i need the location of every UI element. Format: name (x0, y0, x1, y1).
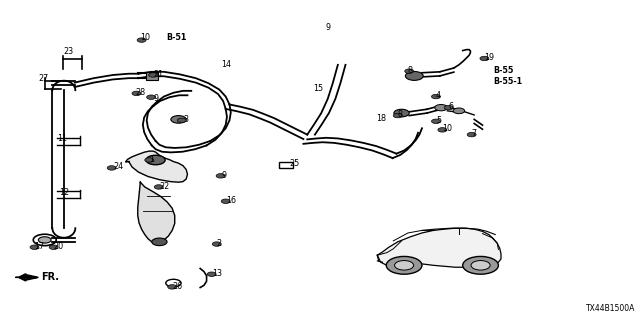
Circle shape (438, 128, 447, 132)
Text: 10: 10 (140, 33, 150, 42)
Polygon shape (125, 151, 188, 182)
Circle shape (146, 155, 165, 165)
Circle shape (467, 132, 476, 137)
Circle shape (107, 166, 116, 170)
Circle shape (207, 272, 216, 276)
Text: 9: 9 (325, 23, 330, 32)
Text: 1: 1 (149, 155, 154, 164)
Circle shape (168, 285, 177, 289)
Circle shape (404, 69, 413, 73)
Circle shape (394, 113, 402, 118)
Circle shape (38, 237, 51, 243)
Text: 27: 27 (38, 74, 49, 83)
Text: 28: 28 (135, 88, 145, 97)
Circle shape (212, 242, 221, 246)
Circle shape (435, 105, 447, 111)
Text: 9: 9 (153, 94, 158, 103)
Circle shape (177, 118, 186, 123)
Circle shape (132, 91, 141, 96)
Circle shape (431, 119, 440, 124)
Polygon shape (15, 275, 38, 280)
Text: 3: 3 (183, 115, 188, 124)
Circle shape (394, 109, 409, 117)
Text: 19: 19 (484, 53, 495, 62)
Text: 26: 26 (172, 282, 182, 291)
Text: 18: 18 (376, 114, 386, 123)
Polygon shape (138, 182, 175, 243)
Text: 22: 22 (159, 181, 170, 190)
Circle shape (221, 199, 230, 204)
Text: 23: 23 (64, 47, 74, 56)
Circle shape (148, 73, 157, 77)
Circle shape (171, 116, 186, 123)
Text: 21: 21 (153, 70, 163, 79)
Circle shape (431, 94, 440, 99)
Bar (146, 72, 157, 80)
Text: 2: 2 (217, 239, 222, 248)
Text: 12: 12 (59, 188, 69, 197)
Circle shape (145, 158, 154, 162)
Circle shape (471, 260, 490, 270)
Circle shape (137, 38, 146, 42)
Circle shape (463, 256, 499, 274)
Circle shape (444, 105, 453, 110)
Text: 8: 8 (397, 110, 403, 119)
Circle shape (405, 71, 423, 80)
Text: 11: 11 (58, 134, 67, 143)
Text: TX44B1500A: TX44B1500A (586, 304, 636, 313)
Bar (278, 162, 292, 168)
Circle shape (480, 56, 489, 61)
Text: 6: 6 (449, 102, 454, 111)
Text: B-55-1: B-55-1 (493, 77, 522, 86)
Text: 4: 4 (436, 92, 441, 100)
Circle shape (49, 245, 58, 250)
Text: 16: 16 (227, 196, 236, 205)
Text: 20: 20 (54, 242, 64, 251)
Circle shape (152, 238, 167, 246)
Text: 5: 5 (436, 116, 441, 125)
Circle shape (30, 245, 39, 250)
Circle shape (394, 260, 413, 270)
Circle shape (216, 174, 225, 178)
Text: FR.: FR. (41, 272, 59, 282)
Circle shape (387, 256, 422, 274)
Text: 9: 9 (221, 171, 227, 180)
Text: 25: 25 (289, 159, 300, 168)
Text: 14: 14 (221, 60, 231, 69)
Text: B-51: B-51 (166, 33, 186, 42)
Polygon shape (378, 228, 501, 267)
Text: 10: 10 (442, 124, 452, 133)
Circle shape (154, 185, 163, 189)
Text: 15: 15 (314, 84, 324, 93)
Circle shape (453, 108, 465, 114)
Text: 13: 13 (212, 269, 221, 278)
Text: 8: 8 (408, 66, 413, 75)
Text: B-55: B-55 (493, 66, 514, 75)
Text: 7: 7 (472, 130, 477, 139)
Text: 24: 24 (113, 163, 123, 172)
Circle shape (147, 95, 156, 100)
Text: 17: 17 (35, 242, 45, 251)
